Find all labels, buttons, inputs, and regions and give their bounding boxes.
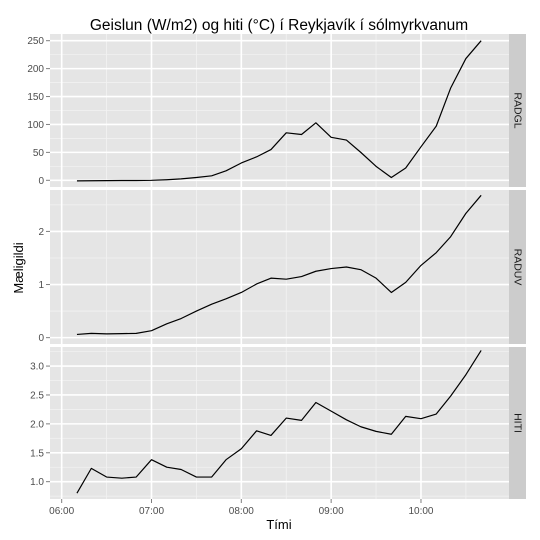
y-tick-label: 2.5 — [30, 390, 44, 401]
y-tick-label: 100 — [27, 120, 44, 131]
x-tick-label: 10:00 — [408, 506, 433, 517]
y-tick-label: 2 — [38, 227, 44, 238]
series-line-hiti — [76, 350, 482, 494]
y-tick-label: 3.0 — [30, 362, 44, 373]
panel-background — [50, 347, 509, 499]
x-tick-label: 09:00 — [319, 506, 344, 517]
y-tick-label: 1.5 — [30, 448, 44, 459]
panel-raduv: 0 1 2 RADUV — [38, 190, 526, 344]
panel-background — [50, 190, 509, 344]
y-tick-label: 0 — [38, 333, 44, 344]
y-tick-label: 150 — [27, 92, 44, 103]
y-tick-label: 0 — [38, 176, 44, 187]
facet-strip-label: RADGL — [512, 92, 524, 128]
y-axis-title: Mæligildi — [11, 242, 26, 293]
y-tick-label: 1 — [38, 280, 44, 291]
facet-strip — [509, 190, 526, 344]
x-axis: 06:00 07:00 08:00 09:00 10:00 — [49, 499, 434, 517]
facet-strip — [509, 34, 526, 187]
facet-strip-label: HITI — [512, 413, 524, 433]
x-tick-label: 07:00 — [139, 506, 164, 517]
series-line-raduv — [76, 194, 482, 336]
y-tick-label: 250 — [27, 36, 44, 47]
panel-hiti: 1.0 1.5 2.0 2.5 3.0 HITI — [30, 347, 526, 499]
facet-panels: 0 50 100 150 200 250 RADGL 0 1 2 RADUV 1.0 1.5 2.0 2.5… — [27, 34, 526, 499]
x-axis-title: Tími — [266, 517, 291, 532]
facet-strip — [509, 347, 526, 499]
y-tick-label: 1.0 — [30, 477, 44, 488]
y-tick-label: 200 — [27, 64, 44, 75]
series-line-radgl — [76, 40, 482, 182]
y-tick-label: 50 — [33, 148, 45, 159]
x-tick-label: 06:00 — [49, 506, 74, 517]
x-tick-label: 08:00 — [229, 506, 254, 517]
facet-strip-label: RADUV — [512, 249, 524, 286]
y-tick-label: 2.0 — [30, 419, 44, 430]
panel-radgl: 0 50 100 150 200 250 RADGL — [27, 34, 526, 187]
chart-title: Geislun (W/m2) og hiti (°C) í Reykjavík … — [90, 17, 468, 34]
